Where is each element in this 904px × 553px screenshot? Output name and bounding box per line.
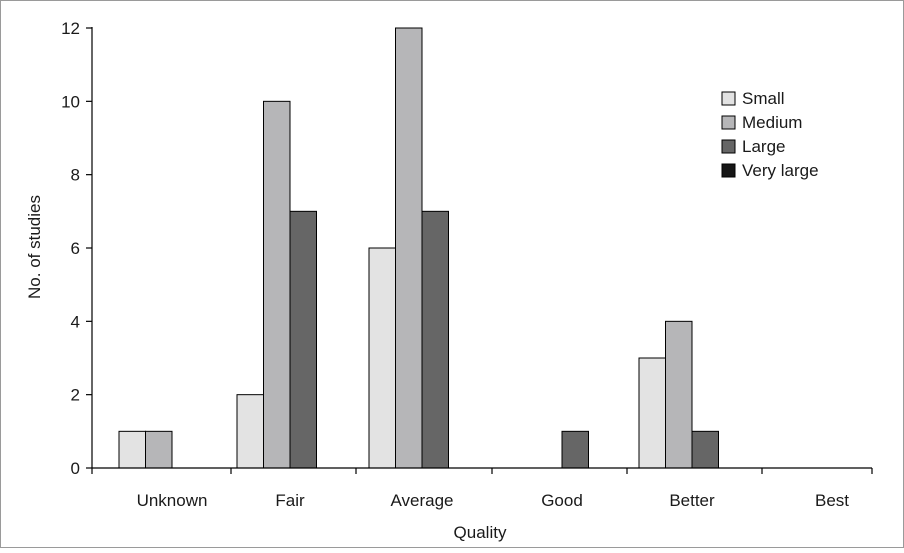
bar-small-average: [368, 247, 396, 469]
x-axis-label: Quality: [454, 523, 507, 542]
bar-medium-unknown: [145, 430, 173, 469]
legend-label-small: Small: [742, 89, 785, 108]
y-axis-label: No. of studies: [25, 195, 44, 299]
y-tick-label: 10: [61, 92, 80, 111]
legend-swatch-medium: [721, 115, 736, 130]
legend-swatch-large: [721, 139, 736, 154]
axes-group: 0 2 4 6 8 10 12 Unknown Fair Average Good Better Bes…: [61, 19, 873, 510]
x-tick-label-average: Average: [390, 491, 453, 510]
legend-swatch-small: [721, 91, 736, 106]
legend-label-very-large: Very large: [742, 161, 819, 180]
y-tick-label: 0: [71, 459, 80, 478]
bar-large-good: [561, 430, 589, 469]
bar-small-fair: [236, 394, 264, 469]
x-tick-label-good: Good: [541, 491, 583, 510]
legend-swatch-very-large: [721, 163, 736, 178]
y-tick-label: 4: [71, 312, 80, 331]
legend-label-medium: Medium: [742, 113, 802, 132]
bar-small-unknown: [118, 430, 146, 469]
bar-medium-fair: [263, 100, 291, 469]
y-tick-label: 8: [71, 166, 80, 185]
x-tick-label-better: Better: [669, 491, 715, 510]
bar-large-fair: [289, 210, 317, 469]
bar-large-better: [691, 430, 719, 469]
bar-medium-better: [665, 320, 693, 469]
y-tick-label: 6: [71, 239, 80, 258]
legend: Small Medium Large Very large: [721, 89, 819, 180]
y-tick-label: 12: [61, 19, 80, 38]
bar-large-average: [421, 210, 449, 469]
y-tick-label: 2: [71, 386, 80, 405]
bar-small-better: [638, 357, 666, 469]
legend-label-large: Large: [742, 137, 785, 156]
x-tick-label-best: Best: [815, 491, 849, 510]
bar-medium-average: [395, 27, 423, 469]
x-tick-label-fair: Fair: [275, 491, 305, 510]
bars-group: [118, 27, 719, 469]
x-tick-label-unknown: Unknown: [137, 491, 208, 510]
